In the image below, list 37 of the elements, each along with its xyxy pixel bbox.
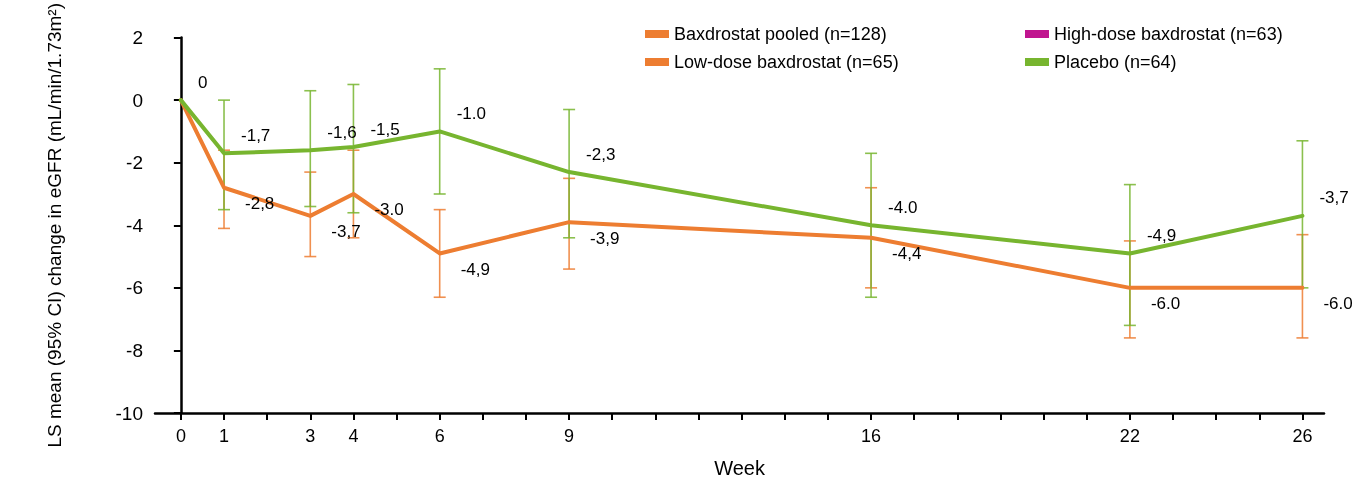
- x-tick-label: 9: [564, 426, 575, 446]
- y-tick-label: -8: [126, 339, 143, 361]
- legend-label: High-dose baxdrostat (n=63): [1054, 24, 1283, 44]
- x-tick-label: 16: [861, 426, 882, 446]
- data-label: -1,7: [241, 125, 271, 145]
- x-tick-label: 6: [434, 426, 445, 446]
- x-tick-label: 22: [1119, 426, 1140, 446]
- y-tick-label: -6: [126, 277, 143, 299]
- x-tick-label: 4: [348, 426, 359, 446]
- x-tick-label: 26: [1292, 426, 1313, 446]
- data-label: -1.0: [456, 103, 486, 123]
- legend-label: Low-dose baxdrostat (n=65): [674, 52, 899, 72]
- y-tick-label: -10: [115, 402, 143, 424]
- y-axis-title: LS mean (95% CI) change in eGFR (mL/min/1.73m²): [43, 2, 65, 448]
- y-tick-label: -2: [126, 152, 143, 174]
- data-label: -1,5: [370, 119, 400, 139]
- data-label: -4,4: [892, 244, 922, 264]
- data-label: -4,9: [1146, 225, 1177, 245]
- data-label: -6.0: [1150, 294, 1181, 314]
- data-label: -4.0: [888, 197, 918, 217]
- data-label: -3.0: [374, 200, 404, 220]
- x-tick-label: 1: [219, 426, 230, 446]
- x-axis-title: Week: [714, 457, 766, 479]
- x-tick-label: 3: [305, 426, 316, 446]
- legend-label: Placebo (n=64): [1054, 52, 1177, 72]
- y-tick-label: 0: [132, 89, 143, 111]
- data-label: 0: [197, 72, 208, 92]
- legend-label: Baxdrostat pooled (n=128): [674, 24, 887, 44]
- data-label: -3,9: [590, 228, 620, 248]
- x-tick-label: 0: [175, 426, 186, 446]
- y-tick-label: 2: [132, 27, 143, 49]
- data-label: -6.0: [1323, 294, 1353, 314]
- data-label: -2,3: [586, 144, 616, 164]
- data-label: -3,7: [1319, 188, 1349, 208]
- data-label: -4,9: [460, 259, 490, 279]
- data-label: -2,8: [245, 194, 275, 214]
- y-tick-label: -4: [126, 214, 144, 236]
